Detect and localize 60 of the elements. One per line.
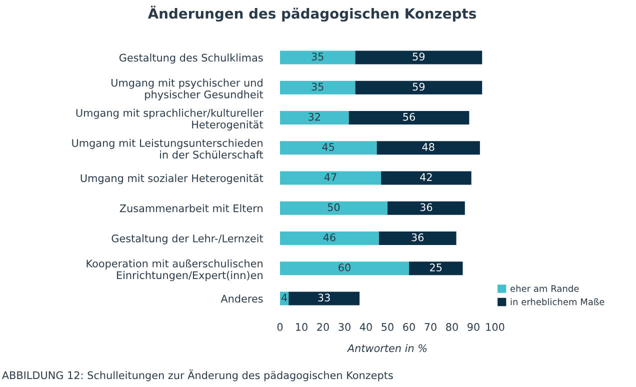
x-tick-label: 90	[468, 323, 480, 331]
data-label: 42	[420, 173, 432, 181]
x-tick-label: 0	[277, 323, 283, 331]
data-label: 48	[422, 143, 434, 151]
data-label: 56	[403, 112, 415, 121]
data-label: 35	[312, 82, 324, 91]
x-tick-label: 100	[486, 323, 504, 331]
bar	[280, 201, 388, 215]
bar	[280, 231, 379, 246]
x-axis-title: Antworten in %	[346, 344, 427, 352]
bar	[355, 50, 482, 64]
data-label: 25	[430, 264, 442, 272]
y-tick-label: Gestaltung der Lehr-/Lernzeit	[112, 234, 264, 244]
bar	[409, 262, 463, 276]
y-tick-label: Zusammenarbeit mit Eltern	[120, 204, 262, 212]
data-label: 59	[412, 52, 425, 61]
data-label: 60	[338, 264, 350, 272]
text: ABBILDUNG 12: Schulleitungen zur Änderung des pädagogischen Konzepts	[2, 370, 393, 382]
data-label: 32	[308, 112, 320, 121]
chart-title: Änderungen des pädagogischen Konzepts	[148, 6, 476, 22]
data-label: 4	[281, 294, 288, 302]
y-tick-label: Umgang mit sprachlicher/kultureller Heterogenität	[76, 108, 264, 130]
x-tick-label: 10	[296, 323, 308, 331]
legend-label: in erheblichem Maße	[510, 298, 604, 306]
data-label: 36	[412, 233, 424, 242]
bar	[280, 262, 409, 276]
bar	[280, 141, 377, 155]
bar	[280, 50, 356, 64]
data-label: 46	[323, 233, 336, 242]
y-tick-label: Umgang mit Leistungsunterschieden in der Schülerschaft	[72, 138, 264, 159]
y-tick-label: Kooperation mit außerschulischen Einrichtungen/Expert(inn)en	[86, 259, 262, 282]
bar	[288, 292, 360, 306]
x-tick-label: 20	[317, 323, 329, 331]
y-tick-label: Gestaltung des Schulklimas	[119, 54, 263, 64]
bar	[280, 171, 382, 185]
bar	[348, 110, 470, 125]
bar	[381, 171, 472, 185]
data-label: 59	[412, 82, 425, 91]
data-label: 47	[324, 173, 336, 181]
legend-label: eher am Rande	[510, 284, 579, 292]
x-tick-label: 60	[403, 323, 415, 331]
x-tick-label: 70	[424, 323, 436, 331]
data-label: 35	[312, 52, 324, 61]
bar	[355, 80, 482, 94]
data-label: 45	[322, 143, 334, 151]
x-tick-label: 50	[382, 323, 394, 331]
bar	[280, 80, 356, 94]
x-tick-label: 80	[446, 323, 458, 331]
data-label: 50	[328, 203, 340, 212]
y-tick-label: Umgang mit sozialer Heterogenität	[80, 174, 264, 184]
data-label: 33	[318, 294, 330, 302]
y-tick-label: Umgang mit psychischer und physischer Gesundheit	[112, 78, 264, 100]
x-tick-label: 30	[338, 323, 350, 331]
x-tick-label: 40	[360, 323, 372, 331]
bar	[280, 110, 349, 125]
bar	[388, 201, 465, 215]
data-label: 36	[420, 203, 432, 212]
y-tick-label: Anderes	[220, 294, 263, 303]
bar	[378, 231, 456, 246]
bar	[376, 141, 480, 155]
